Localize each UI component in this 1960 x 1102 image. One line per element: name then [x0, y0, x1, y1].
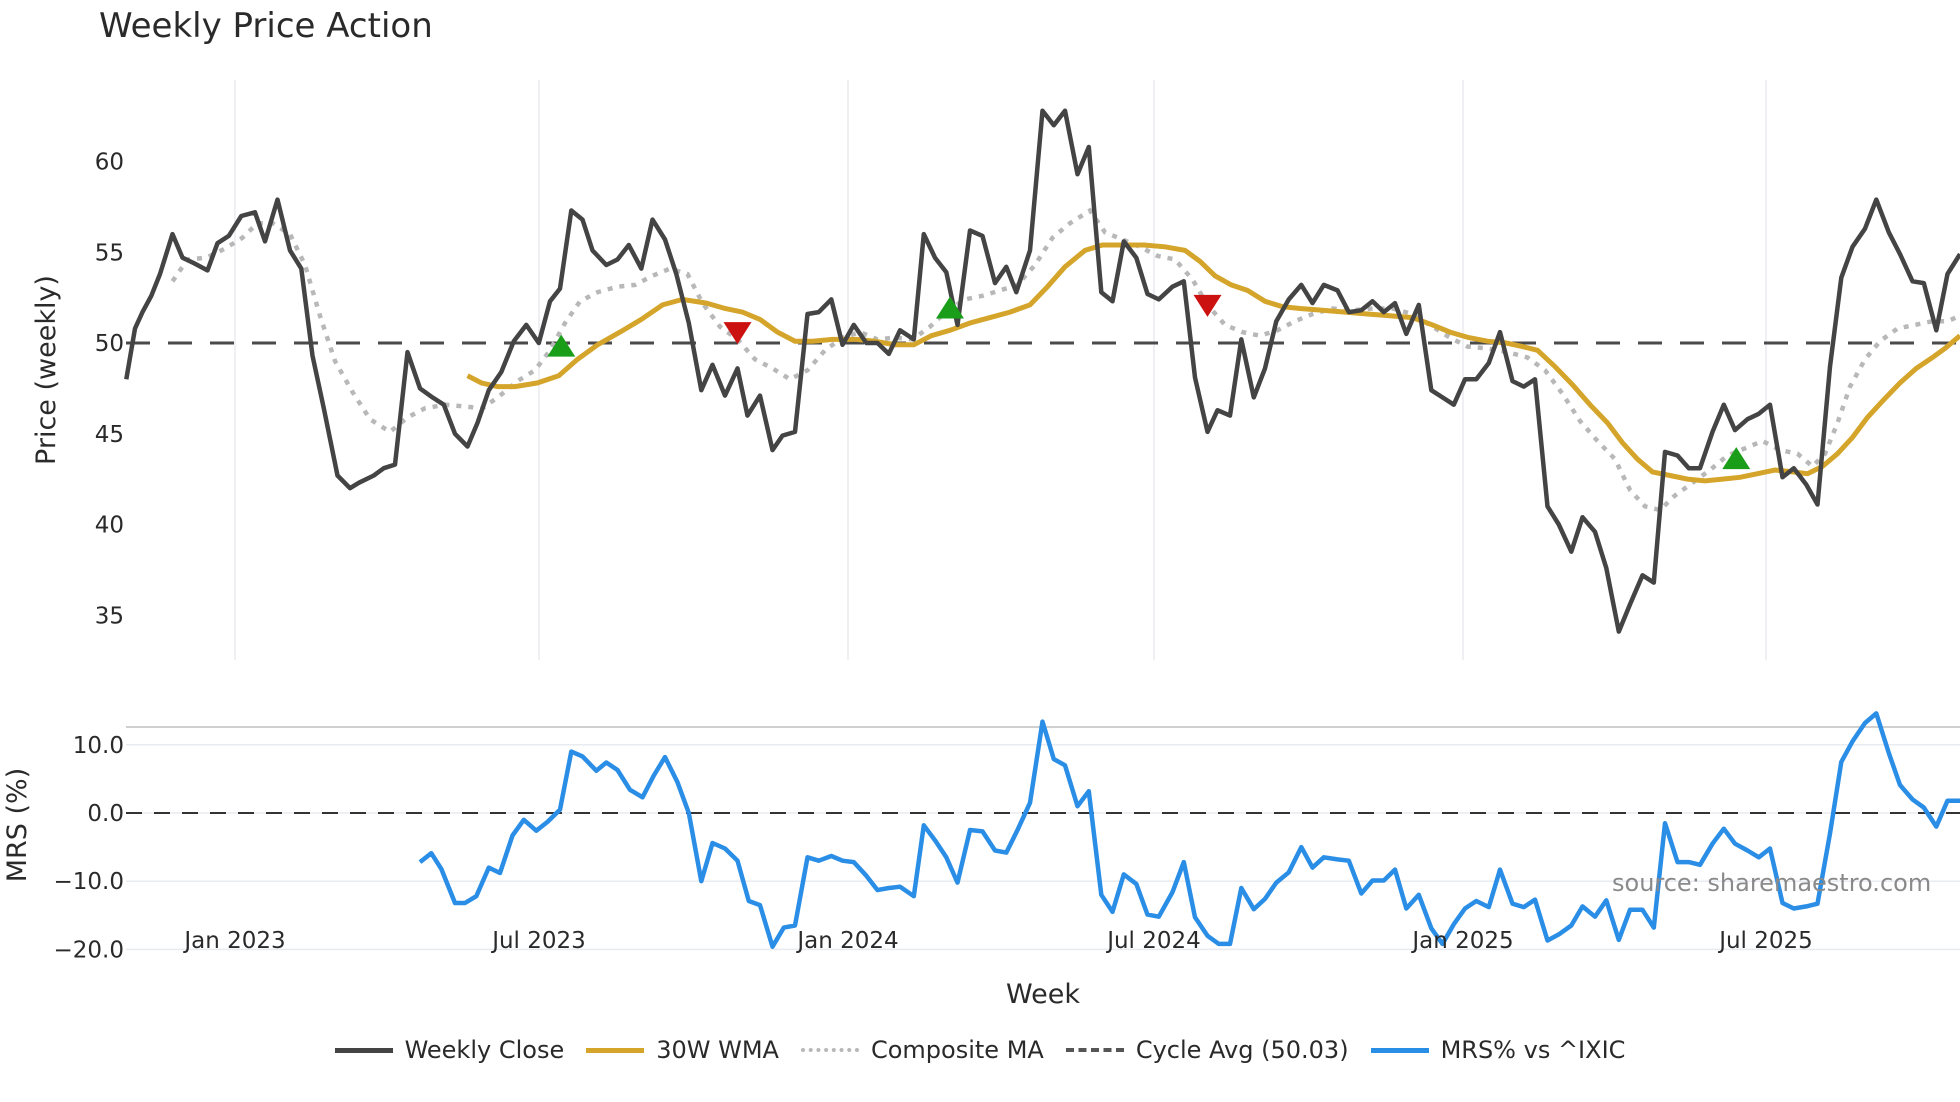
x-axis-title: Week [1006, 979, 1080, 1010]
mrs-y-axis-ticks: 10.0 0.0 −10.0 −20.0 [54, 733, 124, 964]
legend-swatch-icon [334, 1047, 393, 1053]
price-tick-label: 50 [95, 331, 124, 357]
buy-signal-icon [547, 334, 576, 357]
legend-item[interactable]: MRS% vs ^IXIC [1370, 1036, 1626, 1064]
gridlines [234, 80, 1767, 660]
x-tick-label: Jan 2024 [795, 928, 898, 954]
x-tick-label: Jan 2023 [182, 928, 285, 954]
legend-item[interactable]: Weekly Close [334, 1036, 565, 1064]
sell-signal-icon [723, 322, 752, 345]
price-y-axis-title: Price (weekly) [31, 275, 62, 465]
sell-signal-icon [1193, 294, 1222, 317]
price-tick-label: 40 [95, 513, 124, 539]
x-tick-label: Jul 2025 [1717, 928, 1813, 954]
legend-label: Cycle Avg (50.03) [1135, 1036, 1349, 1064]
source-annotation: source: sharemaestro.com [1612, 869, 1931, 897]
legend-label: 30W WMA [656, 1036, 779, 1064]
mrs-tick-label: 0.0 [87, 801, 124, 827]
price-tick-label: 60 [95, 150, 124, 176]
legend-item[interactable]: 30W WMA [586, 1036, 779, 1064]
chart-title: Weekly Price Action [99, 6, 433, 46]
signal-markers [547, 294, 1751, 470]
mrs-tick-label: −20.0 [54, 937, 124, 963]
legend-label: Composite MA [870, 1036, 1044, 1064]
wma-30w-line [466, 242, 1960, 484]
x-axis-ticks: Jan 2023 Jul 2023 Jan 2024 Jul 2024 Jan 2025… [182, 928, 1812, 954]
legend-item[interactable]: Composite MA [800, 1036, 1044, 1064]
weekly-close-line [124, 108, 1960, 634]
legend: Weekly Close 30W WMA Composite MA Cycle Avg… [0, 1036, 1960, 1064]
legend-swatch-icon [586, 1047, 645, 1053]
price-tick-label: 35 [95, 603, 124, 629]
composite-ma-line [170, 207, 1960, 513]
legend-label: MRS% vs ^IXIC [1440, 1036, 1626, 1064]
legend-swatch-icon [1370, 1047, 1429, 1053]
price-y-axis-ticks: 60 55 50 45 40 35 [95, 150, 124, 630]
legend-swatch-icon [800, 1048, 859, 1052]
mrs-tick-label: 10.0 [73, 733, 124, 759]
price-tick-label: 55 [95, 240, 124, 266]
mrs-y-axis-title: MRS (%) [2, 768, 33, 883]
x-tick-label: Jul 2024 [1105, 928, 1201, 954]
buy-signal-icon [936, 296, 964, 319]
x-tick-label: Jul 2023 [490, 928, 586, 954]
mrs-line [418, 711, 1960, 949]
legend-swatch-icon [1065, 1048, 1124, 1052]
legend-label: Weekly Close [404, 1036, 565, 1064]
price-tick-label: 45 [95, 422, 124, 448]
mrs-gridlines [126, 744, 1960, 951]
x-tick-label: Jan 2025 [1410, 928, 1513, 954]
buy-signal-icon [1722, 447, 1751, 470]
mrs-tick-label: −10.0 [54, 869, 124, 895]
legend-item[interactable]: Cycle Avg (50.03) [1065, 1036, 1349, 1064]
